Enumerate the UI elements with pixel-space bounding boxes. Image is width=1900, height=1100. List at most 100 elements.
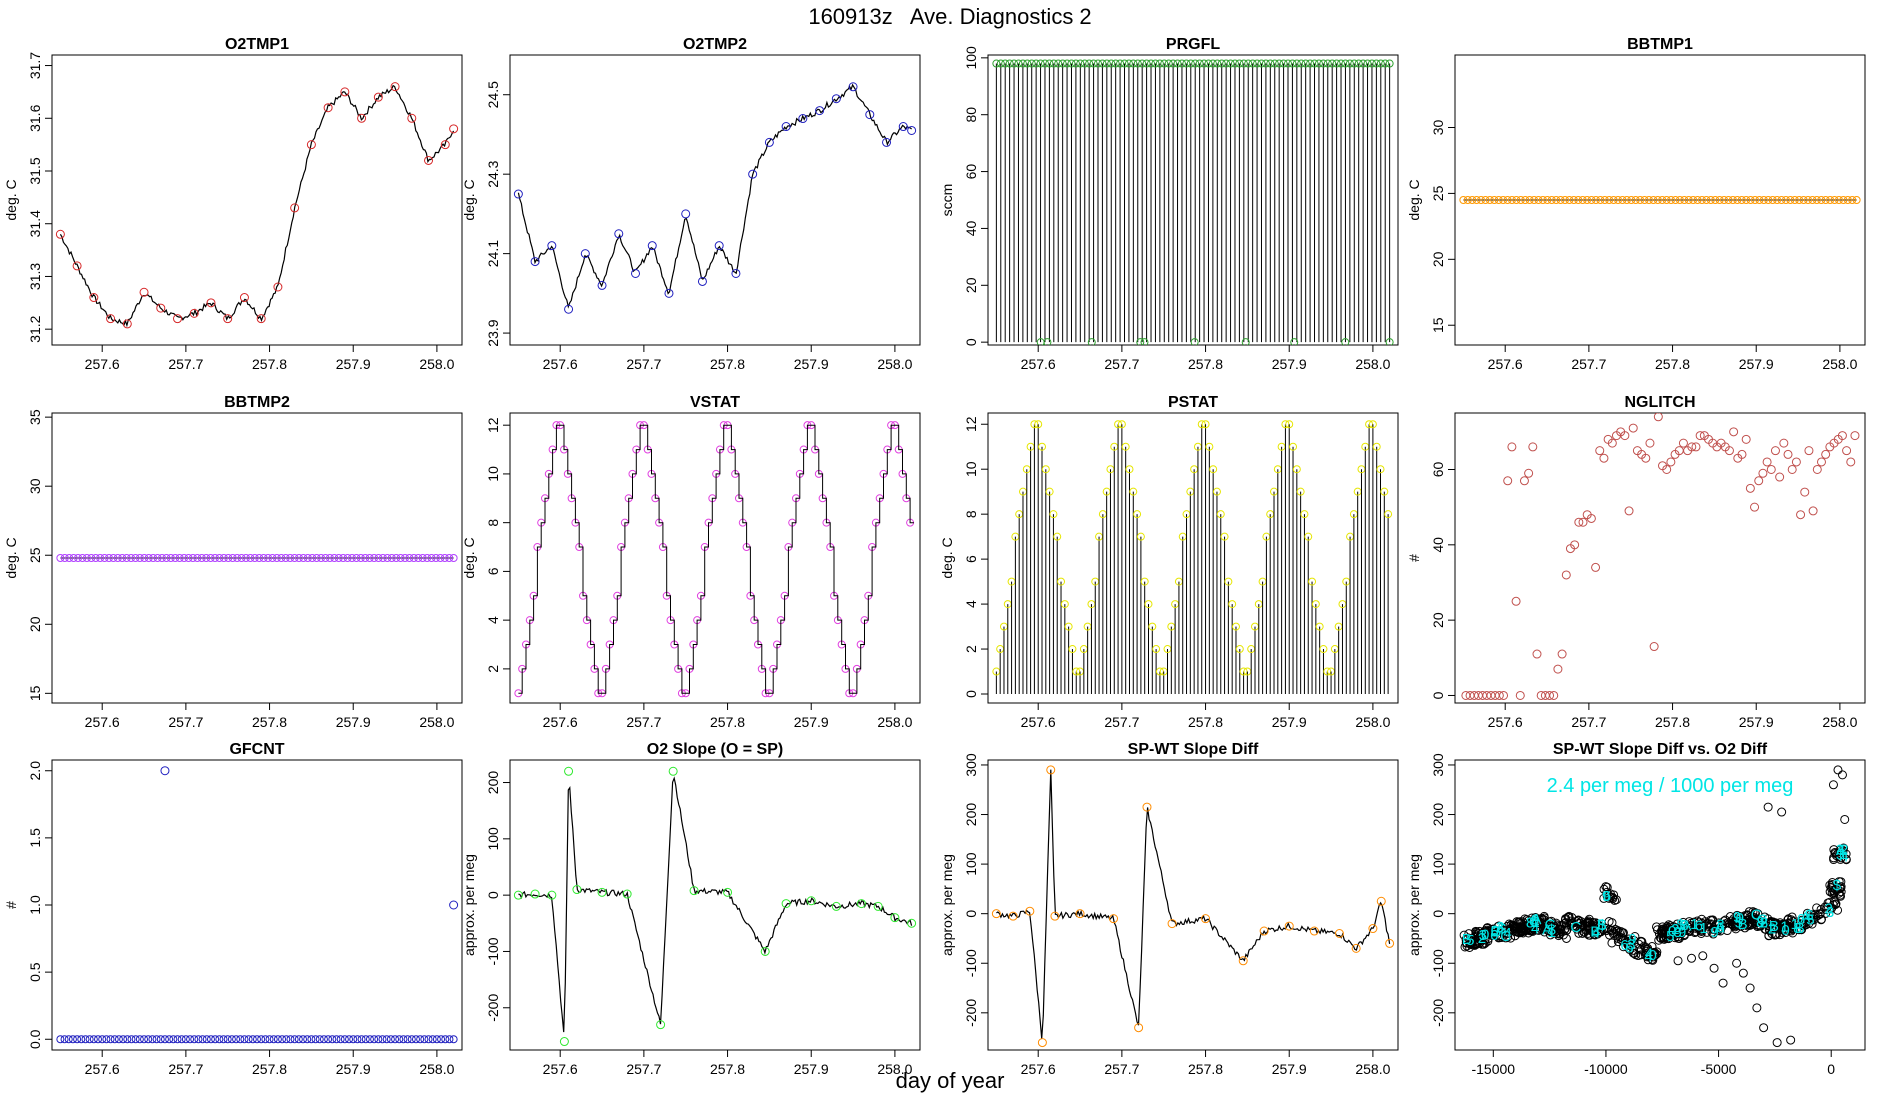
data-point bbox=[1285, 420, 1294, 429]
data-point bbox=[1195, 59, 1204, 68]
data-point bbox=[1628, 423, 1638, 433]
data-point bbox=[1068, 645, 1077, 654]
y-tick-label: -100 bbox=[485, 937, 501, 965]
point-label: 9 bbox=[1628, 931, 1636, 948]
data-point bbox=[165, 1035, 174, 1044]
y-axis-label: sccm bbox=[939, 184, 955, 217]
point-label: 2 bbox=[1671, 921, 1679, 938]
data-point bbox=[1010, 59, 1019, 68]
point-label: 2 bbox=[1478, 930, 1486, 947]
data-point bbox=[1169, 59, 1178, 68]
data-point bbox=[1714, 924, 1724, 934]
y-tick-label: 20 bbox=[1430, 251, 1446, 267]
data-point bbox=[365, 1035, 374, 1044]
data-point bbox=[1524, 468, 1534, 478]
data-point bbox=[139, 287, 149, 297]
data-point bbox=[1466, 936, 1476, 946]
data-point bbox=[1485, 196, 1494, 204]
data-point bbox=[427, 554, 436, 562]
data-point bbox=[339, 554, 348, 562]
data-point bbox=[181, 1035, 190, 1044]
data-point bbox=[1018, 59, 1027, 68]
data-point bbox=[206, 1035, 215, 1044]
data-point bbox=[1644, 196, 1653, 204]
point-label: 4 bbox=[1840, 849, 1848, 866]
data-point bbox=[319, 1035, 328, 1044]
data-point bbox=[109, 554, 118, 562]
data-point bbox=[323, 103, 333, 113]
data-point bbox=[1538, 196, 1547, 204]
data-point bbox=[378, 554, 387, 562]
data-point bbox=[1155, 59, 1164, 68]
data-point bbox=[1376, 896, 1386, 906]
data-point bbox=[1060, 600, 1069, 609]
data-point bbox=[1852, 196, 1861, 204]
data-point bbox=[334, 554, 343, 562]
data-point bbox=[1244, 59, 1253, 68]
data-point bbox=[1732, 958, 1742, 968]
y-tick-label: 40 bbox=[963, 220, 979, 236]
plot-area bbox=[513, 82, 917, 314]
point-label: 8 bbox=[1793, 920, 1801, 937]
x-tick-label: 257.7 bbox=[626, 714, 661, 730]
data-point bbox=[1791, 457, 1801, 467]
data-point bbox=[219, 1035, 228, 1044]
data-point bbox=[440, 140, 450, 150]
data-point bbox=[1222, 59, 1231, 68]
data-point bbox=[1231, 622, 1240, 631]
data-point bbox=[1384, 510, 1393, 519]
point-label: 5 bbox=[1735, 915, 1743, 932]
data-point bbox=[1587, 196, 1596, 204]
y-axis-label: approx. per meg bbox=[939, 854, 955, 956]
data-point bbox=[1089, 59, 1098, 68]
data-point bbox=[294, 554, 303, 562]
data-point bbox=[1574, 196, 1583, 204]
data-point bbox=[731, 268, 741, 278]
data-line bbox=[996, 769, 1391, 1039]
data-point bbox=[177, 1035, 186, 1044]
point-label: 8 bbox=[1673, 924, 1681, 941]
data-point bbox=[530, 257, 540, 267]
data-point bbox=[1596, 196, 1605, 204]
data-point bbox=[1817, 196, 1826, 204]
data-point bbox=[1521, 196, 1530, 204]
data-point bbox=[1850, 431, 1860, 441]
plot-frame bbox=[51, 759, 463, 1051]
data-point bbox=[1728, 196, 1737, 204]
data-point bbox=[1220, 532, 1229, 541]
data-point bbox=[1279, 59, 1288, 68]
data-point bbox=[227, 1035, 236, 1044]
data-point bbox=[1481, 196, 1490, 204]
data-point bbox=[357, 113, 367, 123]
data-point bbox=[286, 554, 295, 562]
data-point bbox=[831, 94, 841, 104]
data-point bbox=[264, 554, 273, 562]
data-point bbox=[1545, 924, 1555, 934]
data-point bbox=[239, 293, 249, 303]
data-point bbox=[1605, 196, 1614, 204]
data-point bbox=[1572, 922, 1582, 932]
data-point bbox=[1542, 925, 1552, 935]
data-point bbox=[330, 554, 339, 562]
data-point bbox=[1284, 59, 1293, 68]
data-point bbox=[391, 1035, 400, 1044]
data-point bbox=[306, 140, 316, 150]
data-point bbox=[82, 554, 91, 562]
data-point bbox=[1120, 59, 1129, 68]
y-tick-label: 0 bbox=[963, 338, 979, 346]
data-point bbox=[1167, 919, 1177, 929]
data-point bbox=[1367, 59, 1376, 68]
data-point bbox=[1800, 487, 1810, 497]
x-tick-label: 257.8 bbox=[710, 1061, 745, 1077]
x-tick-label: 257.7 bbox=[1571, 714, 1606, 730]
data-point bbox=[689, 886, 699, 896]
plot-frame bbox=[51, 54, 463, 346]
x-tick-label: 258.0 bbox=[877, 356, 912, 372]
data-point bbox=[72, 261, 82, 271]
data-point bbox=[131, 554, 140, 562]
data-point bbox=[407, 113, 417, 123]
data-point bbox=[118, 554, 127, 562]
plot-sp-wt-slope-diff: SP-WT Slope Diff 257.6 257.7 257.8 257.9 258.… bbox=[939, 741, 1399, 1077]
data-point bbox=[1125, 465, 1134, 474]
data-point bbox=[1837, 770, 1847, 780]
